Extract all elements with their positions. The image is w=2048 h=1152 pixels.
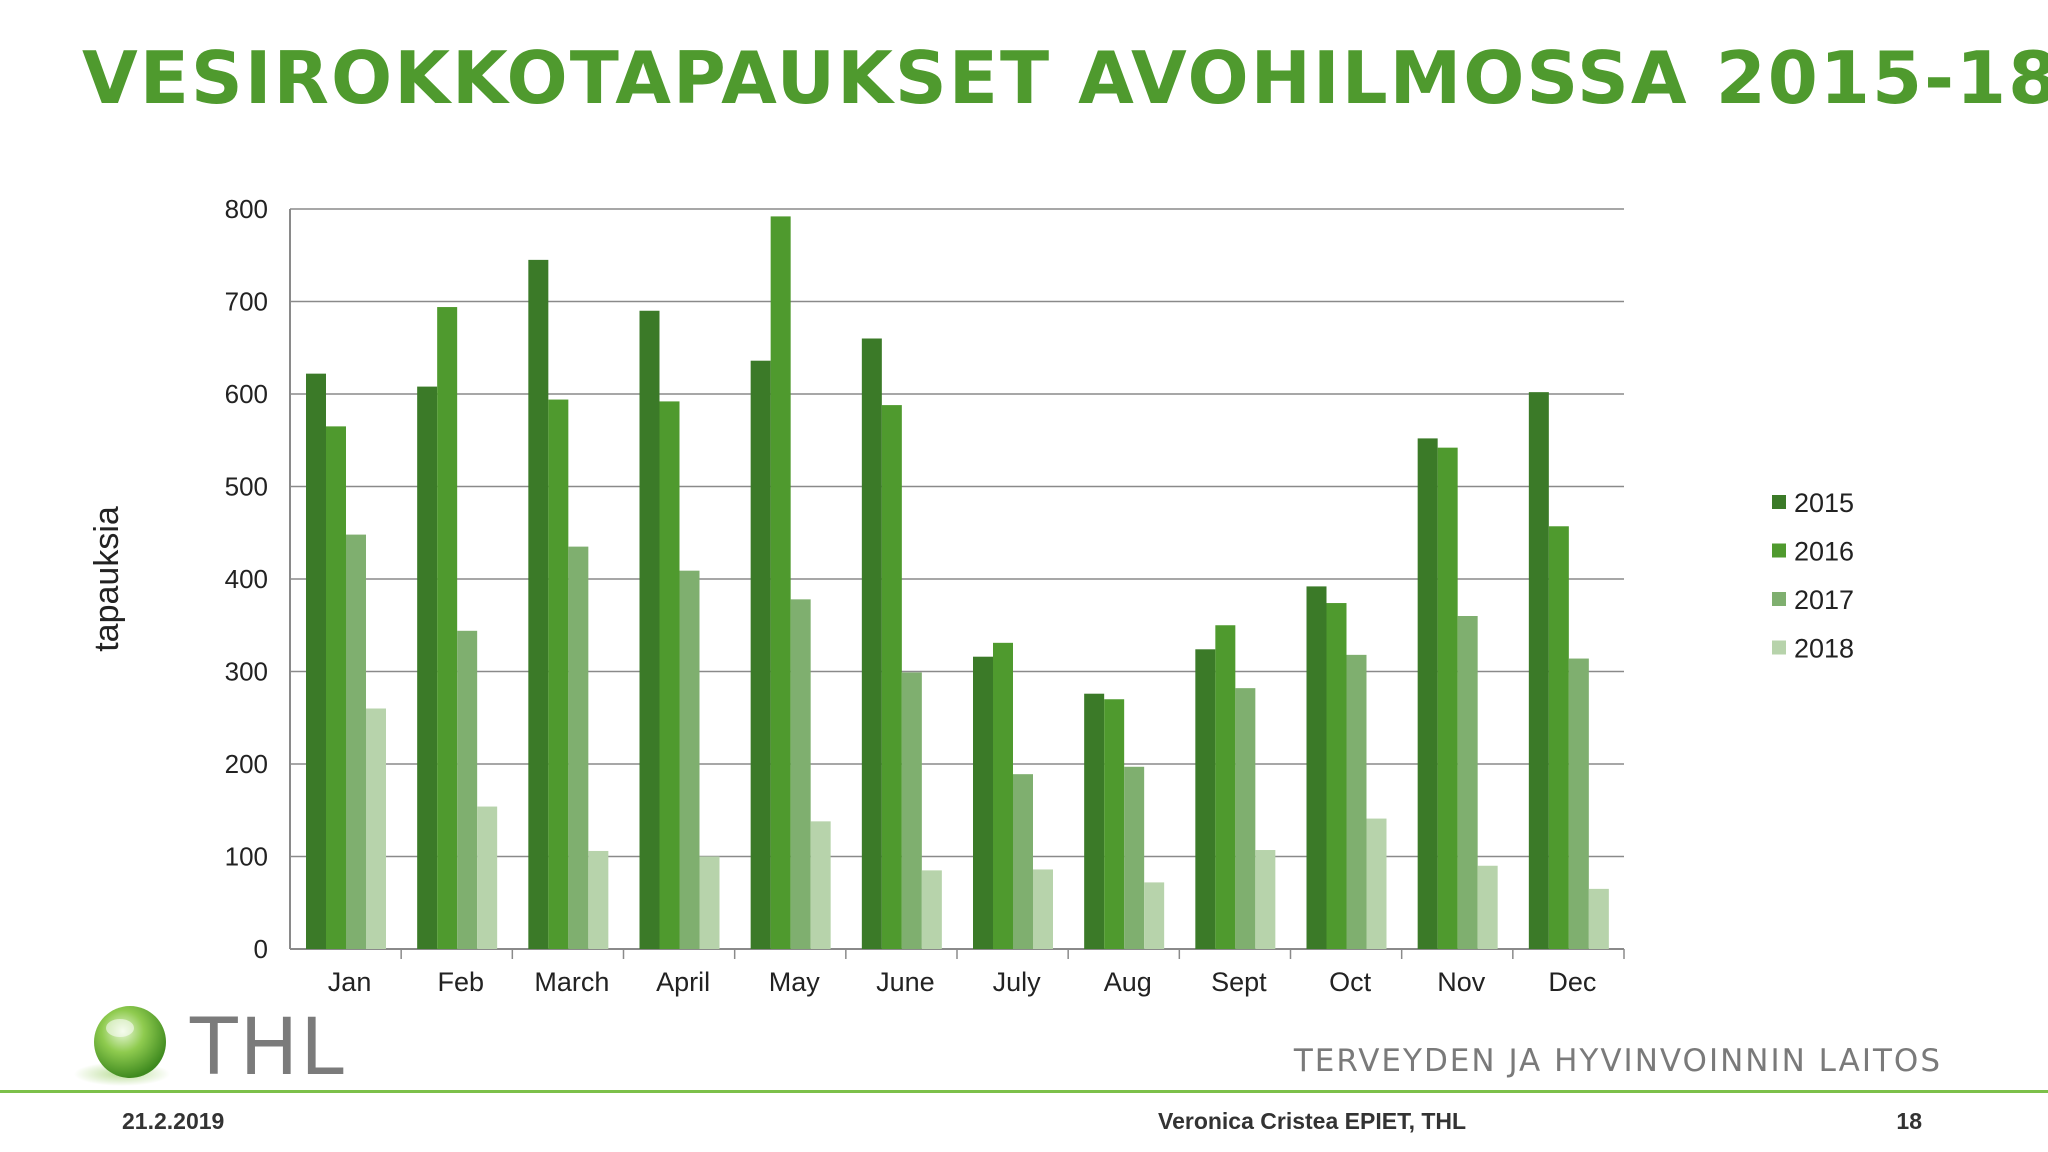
bar-2018-april xyxy=(699,856,720,949)
page-number: 18 xyxy=(1896,1108,1922,1134)
slide-title: VESIROKKOTAPAUKSET AVOHILMOSSA 2015-18 xyxy=(82,36,2048,120)
legend-label-2018: 2018 xyxy=(1794,634,1854,664)
y-tick-label: 200 xyxy=(225,749,268,779)
bar-2018-sept xyxy=(1255,850,1276,949)
bar-2016-nov xyxy=(1437,447,1458,949)
bar-2015-jan xyxy=(306,373,326,949)
bar-2018-may xyxy=(810,821,831,949)
x-tick-label: May xyxy=(769,967,821,997)
bar-2017-nov xyxy=(1457,616,1478,949)
footer-divider xyxy=(0,1090,2048,1093)
bar-2016-jan xyxy=(326,426,346,949)
x-tick-label: Aug xyxy=(1104,967,1152,997)
bar-2015-sept xyxy=(1195,649,1216,949)
y-tick-label: 100 xyxy=(225,842,268,872)
footer-date: 21.2.2019 xyxy=(122,1108,225,1134)
bar-2017-feb xyxy=(457,630,478,949)
bar-2017-april xyxy=(679,570,700,949)
y-tick-label: 0 xyxy=(254,934,268,964)
bar-2015-may xyxy=(750,360,771,949)
bar-2018-dec xyxy=(1588,888,1609,949)
bar-2018-aug xyxy=(1144,882,1165,949)
x-tick-label: Nov xyxy=(1437,967,1486,997)
bar-2015-april xyxy=(639,310,660,949)
bar-2016-march xyxy=(548,399,569,949)
x-tick-label: Sept xyxy=(1211,967,1267,997)
bar-2016-june xyxy=(881,405,902,950)
bar-2016-may xyxy=(770,216,791,949)
bar-2017-jan xyxy=(346,534,366,949)
bar-2015-june xyxy=(861,338,882,949)
x-tick-label: June xyxy=(876,967,935,997)
y-axis-label: tapauksia xyxy=(88,506,126,652)
x-tick-label: July xyxy=(993,967,1042,997)
bar-2015-oct xyxy=(1306,586,1327,949)
bar-2016-dec xyxy=(1548,526,1569,949)
bar-2017-june xyxy=(901,672,922,949)
bar-2015-nov xyxy=(1417,438,1438,949)
bar-2015-feb xyxy=(417,386,438,950)
bar-2017-sept xyxy=(1235,688,1256,949)
legend-label-2017: 2017 xyxy=(1794,585,1854,615)
org-name: TERVEYDEN JA HYVINVOINNIN LAITOS xyxy=(1293,1043,1942,1079)
y-tick-label: 300 xyxy=(225,657,268,687)
legend-swatch-2016 xyxy=(1772,543,1786,558)
x-tick-label: Feb xyxy=(437,967,484,997)
bar-2016-july xyxy=(993,642,1013,949)
bar-2016-feb xyxy=(437,307,458,949)
bar-2018-feb xyxy=(477,806,498,949)
bar-2018-oct xyxy=(1366,818,1387,949)
bar-2015-march xyxy=(528,259,549,949)
bar-2018-march xyxy=(588,850,609,949)
legend-swatch-2015 xyxy=(1772,495,1786,509)
bar-2017-may xyxy=(790,599,811,949)
bar-2015-dec xyxy=(1528,392,1549,949)
legend-swatch-2018 xyxy=(1772,640,1786,655)
bar-2016-april xyxy=(659,401,680,949)
legend-swatch-2017 xyxy=(1772,592,1786,606)
y-tick-label: 600 xyxy=(225,379,268,409)
bar-2017-dec xyxy=(1568,658,1589,949)
x-tick-label: Dec xyxy=(1548,967,1596,997)
logo-text: THL xyxy=(190,1003,346,1093)
bar-2017-aug xyxy=(1124,766,1145,949)
footer-author: Veronica Cristea EPIET, THL xyxy=(1158,1108,1467,1134)
x-tick-label: Oct xyxy=(1329,967,1372,997)
y-tick-label: 500 xyxy=(225,472,268,502)
bar-2018-jan xyxy=(366,708,386,949)
bar-2016-sept xyxy=(1215,625,1236,949)
bar-2017-march xyxy=(568,546,589,949)
bar-2017-july xyxy=(1013,774,1033,949)
legend-label-2016: 2016 xyxy=(1794,537,1854,567)
bar-2018-nov xyxy=(1477,865,1498,949)
legend-label-2015: 2015 xyxy=(1794,488,1854,518)
bar-2015-july xyxy=(973,656,993,949)
x-tick-label: April xyxy=(656,967,710,997)
bar-2018-july xyxy=(1033,869,1053,949)
y-tick-label: 400 xyxy=(225,564,268,594)
bar-2018-june xyxy=(921,870,942,949)
y-tick-label: 800 xyxy=(225,194,268,224)
thl-logo-icon xyxy=(74,1006,170,1086)
y-tick-label: 700 xyxy=(225,287,268,317)
x-tick-label: March xyxy=(534,967,609,997)
x-tick-label: Jan xyxy=(328,967,372,997)
bar-2016-oct xyxy=(1326,603,1347,949)
bar-2016-aug xyxy=(1104,699,1125,949)
bar-2015-aug xyxy=(1084,693,1105,949)
bar-2017-oct xyxy=(1346,654,1367,949)
